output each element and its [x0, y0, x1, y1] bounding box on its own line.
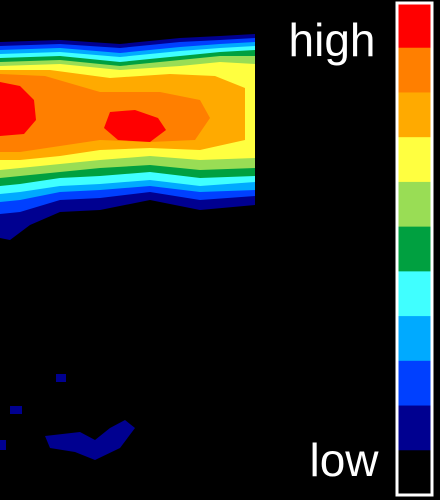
- colorbar-border: [395, 1, 434, 497]
- colorbar-swatch: [397, 316, 432, 362]
- high-label: high: [289, 14, 376, 66]
- colorbar-swatch: [397, 92, 432, 138]
- colorbar: [397, 3, 432, 496]
- colorbar-swatch: [397, 47, 432, 93]
- colorbar-swatch: [397, 226, 432, 272]
- colorbar-swatch: [397, 137, 432, 183]
- colorbar-swatch: [397, 181, 432, 228]
- heat-speck: [10, 406, 22, 414]
- heat-speck: [45, 420, 135, 460]
- colorbar-swatch: [397, 3, 432, 49]
- colorbar-swatch: [397, 360, 432, 407]
- heat-layer: [104, 110, 166, 142]
- colorbar-swatch: [397, 405, 432, 451]
- heat-speck: [56, 374, 66, 382]
- heatmap: [0, 34, 255, 460]
- heat-speck: [0, 440, 6, 450]
- heat-layer: [0, 82, 36, 136]
- colorbar-swatch: [397, 271, 432, 317]
- low-label: low: [309, 434, 379, 486]
- colorbar-swatch: [397, 450, 432, 496]
